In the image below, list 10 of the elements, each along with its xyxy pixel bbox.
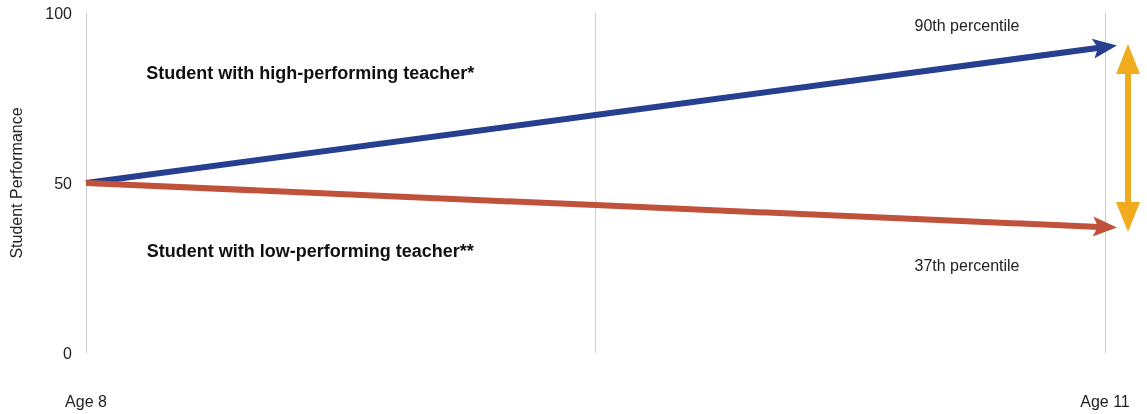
annotation: 37th percentile [914,256,1020,274]
x-tick-label: Age 8 [65,392,108,410]
annotation: 90th percentile [914,16,1020,34]
text: Student with high-performing teacher* [146,63,475,84]
y-tick-label: 100 [45,4,73,22]
y-axis-title: Student Performance [7,107,25,259]
x-tick-label: Age 11 [1080,392,1130,410]
y-tick-label: 0 [63,344,73,362]
y-tick-label: 50 [54,174,73,192]
text: Student with low-performing teacher** [146,240,474,261]
